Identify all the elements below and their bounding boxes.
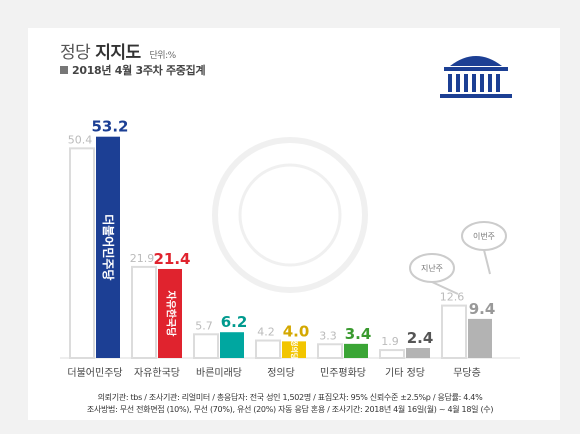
- method-note: 조사방법: 무선 전화면접 (10%), 무선 (70%), 유선 (20%) …: [86, 405, 494, 414]
- previous-week-value-label: 50.4: [68, 133, 93, 146]
- previous-week-value-label: 21.9: [130, 252, 155, 265]
- this-week-value-label: 21.4: [153, 250, 190, 268]
- category-label: 민주평화당: [320, 367, 366, 379]
- chart-subtitle: 2018년 4월 3주차 주중집계: [60, 62, 206, 78]
- title-prefix: 정당: [60, 43, 91, 63]
- legend-bubble-text: 지난주: [421, 264, 443, 273]
- bar-previous-week: [193, 333, 219, 359]
- title-main: 지지도: [95, 43, 141, 63]
- this-week-value-label: 2.4: [407, 329, 434, 347]
- bar-this-week: [468, 318, 492, 358]
- bar-this-week: [158, 268, 182, 358]
- legend-bubble-tail: [431, 281, 459, 295]
- source-note: 의뢰기관: tbs / 조사기관: 리얼미터 / 총응답자: 전국 성인 1,5…: [97, 393, 483, 402]
- bar-previous-week: [317, 343, 343, 360]
- watermark-seal: [212, 137, 368, 293]
- party-logo-text: 더불어민주당: [101, 214, 116, 280]
- bar-previous-week: [131, 265, 157, 359]
- previous-week-value-label: 12.6: [440, 291, 465, 304]
- previous-week-value-label: 1.9: [381, 335, 399, 348]
- category-label: 자유한국당: [134, 367, 180, 379]
- category-label: 바른미래당: [196, 367, 242, 379]
- legend-bubble-tail: [483, 249, 491, 275]
- square-bullet-icon: [60, 66, 68, 74]
- previous-week-value-label: 3.3: [319, 329, 337, 342]
- this-week-value-label: 3.4: [345, 325, 372, 343]
- bar-this-week: [406, 348, 430, 358]
- bar-this-week: [344, 343, 368, 358]
- this-week-value-label: 53.2: [91, 118, 128, 136]
- bar-this-week: [96, 136, 120, 358]
- chart-title: 정당 지지도 단위:%: [60, 38, 176, 63]
- category-label: 기타 정당: [385, 367, 425, 379]
- category-label: 무당층: [453, 367, 481, 379]
- bar-this-week: [220, 332, 244, 358]
- bar-previous-week: [379, 349, 405, 360]
- category-label: 정의당: [267, 367, 295, 379]
- legend-bubble-text: 이번주: [473, 231, 495, 241]
- this-week-value-label: 6.2: [221, 313, 248, 331]
- bar-this-week: [282, 341, 306, 358]
- bar-previous-week: [69, 147, 95, 359]
- previous-week-value-label: 5.7: [195, 319, 213, 332]
- legend-bubbles: 지난주 이번주: [409, 221, 507, 295]
- national-assembly-icon: [440, 56, 512, 98]
- party-logo-text: 자유한국당: [165, 290, 178, 337]
- subtitle-text: 2018년 4월 3주차 주중집계: [72, 64, 206, 77]
- this-week-value-label: 4.0: [283, 322, 310, 340]
- previous-week-value-label: 4.2: [257, 326, 275, 339]
- bar-previous-week: [441, 304, 467, 360]
- bar-previous-week: [255, 339, 281, 360]
- party-logo-text: 정의당: [290, 340, 299, 360]
- category-label: 더불어민주당: [67, 367, 122, 379]
- this-week-value-label: 9.4: [469, 300, 496, 318]
- unit-label: 단위:%: [149, 51, 177, 61]
